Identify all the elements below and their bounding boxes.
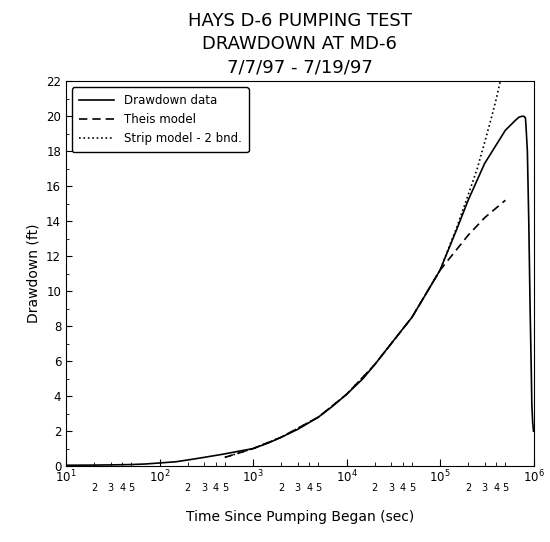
Text: 2: 2 [184, 483, 191, 493]
Drawdown data [388, 340, 394, 347]
Drawdown data [453, 227, 460, 233]
Drawdown data [519, 113, 525, 120]
Strip model - 2 bnd. [487, 117, 494, 123]
Drawdown data [409, 314, 415, 321]
Strip model - 2 bnd. [481, 139, 488, 146]
Title: HAYS D-6 PUMPING TEST
DRAWDOWN AT MD-6
7/7/97 - 7/19/97: HAYS D-6 PUMPING TEST DRAWDOWN AT MD-6 7… [188, 12, 412, 77]
Theis model [502, 197, 509, 203]
Text: 5: 5 [222, 483, 228, 493]
Text: 2: 2 [465, 483, 471, 493]
Strip model - 2 bnd. [315, 414, 322, 421]
Theis model [409, 314, 415, 321]
Text: 4: 4 [306, 483, 312, 493]
Drawdown data [502, 127, 509, 133]
Theis model [222, 454, 228, 461]
Strip model - 2 bnd. [278, 434, 284, 441]
Drawdown data [513, 117, 519, 123]
Strip model - 2 bnd. [502, 52, 509, 59]
Strip model - 2 bnd. [250, 446, 256, 452]
Drawdown data [91, 462, 97, 468]
Drawdown data [294, 426, 301, 433]
Theis model [250, 446, 256, 452]
Text: 4: 4 [493, 483, 499, 493]
Text: 5: 5 [315, 483, 322, 493]
Drawdown data [142, 461, 148, 467]
Drawdown data [520, 113, 527, 120]
Drawdown data [529, 402, 535, 408]
Drawdown data [156, 460, 163, 466]
Drawdown data [521, 113, 528, 120]
Drawdown data [481, 160, 488, 167]
Strip model - 2 bnd. [493, 95, 499, 102]
Strip model - 2 bnd. [506, 25, 513, 32]
Drawdown data [173, 459, 179, 465]
Legend: Drawdown data, Theis model, Strip model - 2 bnd.: Drawdown data, Theis model, Strip model … [72, 87, 249, 152]
Drawdown data [527, 306, 534, 312]
Text: 2: 2 [91, 483, 97, 493]
Text: 3: 3 [295, 483, 301, 493]
Text: 4: 4 [119, 483, 125, 493]
Drawdown data [250, 446, 256, 452]
Drawdown data [63, 462, 69, 468]
Drawdown data [516, 114, 522, 120]
Theis model [315, 414, 322, 421]
Strip model - 2 bnd. [409, 314, 415, 321]
Text: 2: 2 [278, 483, 284, 493]
Drawdown data [422, 292, 429, 298]
Strip model - 2 bnd. [465, 192, 471, 198]
Drawdown data [360, 376, 366, 382]
Text: 4: 4 [400, 483, 406, 493]
Strip model - 2 bnd. [437, 267, 443, 274]
Drawdown data [266, 439, 273, 446]
Theis model [343, 391, 350, 398]
Drawdown data [530, 428, 537, 434]
Strip model - 2 bnd. [453, 225, 460, 231]
Strip model - 2 bnd. [222, 454, 228, 461]
Drawdown data [524, 148, 531, 154]
Text: 5: 5 [128, 483, 135, 493]
Y-axis label: Drawdown (ft): Drawdown (ft) [26, 224, 41, 324]
Drawdown data [437, 267, 443, 274]
Drawdown data [235, 448, 242, 455]
Drawdown data [315, 414, 322, 421]
Drawdown data [201, 454, 207, 461]
Drawdown data [522, 122, 529, 128]
Drawdown data [107, 462, 114, 468]
Drawdown data [278, 434, 284, 441]
Theis model [278, 434, 284, 441]
Strip model - 2 bnd. [498, 75, 504, 81]
Drawdown data [522, 115, 529, 121]
Theis model [465, 232, 471, 238]
Strip model - 2 bnd. [474, 165, 481, 172]
Strip model - 2 bnd. [509, 0, 516, 6]
Drawdown data [329, 403, 336, 410]
Drawdown data [371, 362, 378, 368]
Text: 3: 3 [482, 483, 488, 493]
Theis model [481, 215, 488, 221]
Drawdown data [222, 450, 228, 457]
Theis model [437, 267, 443, 274]
Drawdown data [343, 391, 350, 398]
Strip model - 2 bnd. [343, 391, 350, 398]
Theis model [371, 362, 378, 368]
Drawdown data [128, 461, 135, 468]
Drawdown data [184, 457, 191, 463]
Drawdown data [465, 197, 471, 203]
Strip model - 2 bnd. [371, 362, 378, 368]
Text: 4: 4 [213, 483, 219, 493]
Text: 3: 3 [201, 483, 207, 493]
Line: Strip model - 2 bnd.: Strip model - 2 bnd. [225, 0, 519, 457]
Text: 3: 3 [108, 483, 114, 493]
Text: 2: 2 [371, 483, 378, 493]
Text: 5: 5 [409, 483, 415, 493]
Line: Theis model: Theis model [225, 200, 505, 457]
Drawdown data [528, 376, 535, 382]
Text: 3: 3 [388, 483, 394, 493]
Line: Drawdown data: Drawdown data [66, 117, 534, 465]
X-axis label: Time Since Pumping Began (sec): Time Since Pumping Began (sec) [186, 511, 414, 525]
Drawdown data [525, 218, 532, 224]
Text: 5: 5 [502, 483, 509, 493]
Drawdown data [530, 419, 536, 425]
